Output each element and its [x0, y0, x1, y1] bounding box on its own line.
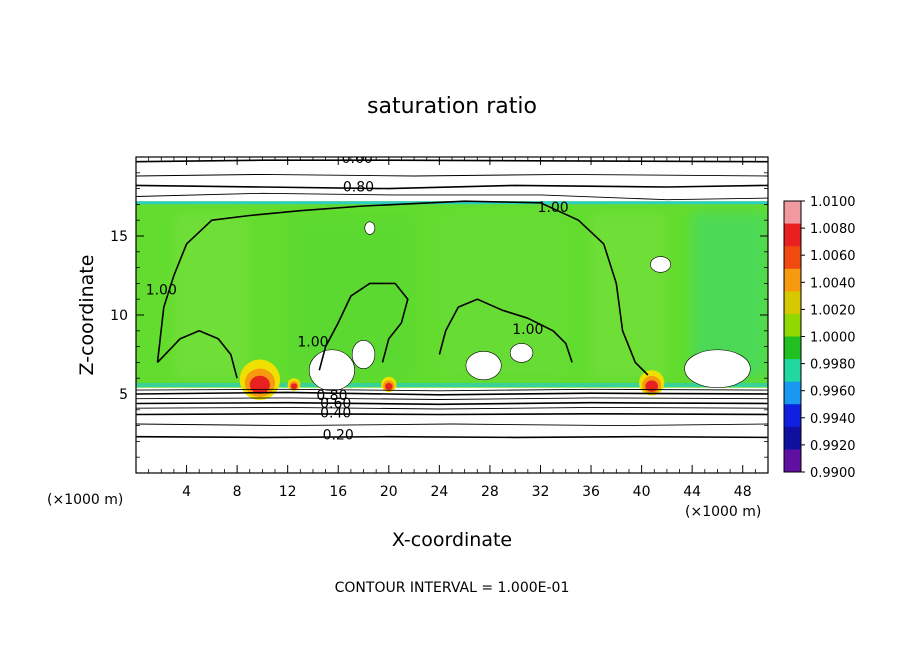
colorbar-label-1: 1.0080: [810, 222, 856, 237]
contour-line-7: [136, 388, 768, 392]
contour-label-5: 1.00: [512, 322, 543, 338]
x-tick-label-5: 24: [430, 484, 448, 500]
colorbar-label-6: 0.9980: [810, 358, 856, 373]
contour-label-0: 0.60: [342, 151, 373, 167]
colorbar-segment-2: [784, 246, 801, 270]
colorbar-segment-11: [784, 449, 801, 473]
field-variation-2: [439, 212, 566, 379]
colorbar-segment-9: [784, 404, 801, 428]
colorbar-segment-6: [784, 336, 801, 360]
colorbar-segment-5: [784, 313, 801, 337]
colorbar-segment-4: [784, 291, 801, 315]
x-tick-label-9: 40: [633, 484, 651, 500]
x-axis-ticks: 4 8 12 16 20 24 28 32 36 40 44 48: [148, 157, 756, 500]
contour-line-6: [136, 391, 768, 396]
contour-label-4: 1.00: [297, 334, 328, 350]
white-patch-0: [308, 349, 355, 392]
hotspot-peak-3: [290, 383, 298, 389]
colorbar-label-4: 1.0020: [810, 303, 856, 318]
colorbar: 1.0100 1.0080 1.0060 1.0040 1.0020 1.0000 0.99…: [783, 195, 856, 481]
contour-line-13: [156, 329, 238, 379]
contour-line-3: [136, 406, 768, 410]
contour-line-4: [136, 401, 768, 406]
x-tick-label-11: 48: [734, 484, 752, 500]
x-tick-label-6: 28: [481, 484, 499, 500]
x-tick-label-7: 32: [532, 484, 550, 500]
saturation-field: [136, 201, 768, 388]
white-patch-4: [684, 349, 751, 388]
colorbar-label-3: 1.0040: [810, 276, 856, 291]
white-patch-3: [509, 343, 534, 363]
white-patch-5: [650, 256, 671, 273]
x-tick-label-2: 12: [279, 484, 297, 500]
plot-area: 0.600.801.001.001.001.000.800.600.400.20: [136, 151, 768, 473]
x-axis-units: (×1000 m): [685, 504, 761, 520]
colorbar-segment-8: [784, 381, 801, 405]
contour-line-8: [136, 192, 768, 201]
contour-line-5: [136, 397, 768, 400]
y-axis-label: Z-coordinate: [76, 255, 98, 376]
colorbar-label-5: 1.0000: [810, 331, 856, 346]
field-top-edge: [136, 201, 768, 205]
white-patch-6: [364, 221, 376, 235]
chart-title: saturation ratio: [367, 94, 537, 119]
white-patch-1: [351, 339, 376, 370]
colorbar-segment-3: [784, 268, 801, 292]
contour-label-2: 1.00: [538, 200, 569, 216]
contour-line-12: [156, 200, 649, 376]
x-tick-label-1: 8: [233, 484, 242, 500]
contour-line-2: [136, 412, 768, 416]
field-variation-3: [591, 212, 667, 379]
colorbar-label-2: 1.0060: [810, 249, 856, 264]
contour-line-9: [136, 184, 768, 190]
colorbar-label-0: 1.0100: [810, 195, 856, 210]
contour-line-1: [136, 423, 768, 427]
contour-label-1: 0.80: [343, 180, 374, 196]
contour-label-8: 0.40: [320, 406, 351, 422]
colorbar-label-9: 0.9920: [810, 439, 856, 454]
x-tick-label-0: 4: [182, 484, 191, 500]
colorbar-label-10: 0.9900: [810, 466, 856, 481]
contour-label-6: 0.80: [316, 388, 347, 404]
y-tick-label-1: 10: [110, 308, 128, 324]
contour-line-10: [136, 173, 768, 177]
x-tick-label-4: 20: [380, 484, 398, 500]
white-patches: [308, 221, 751, 392]
colorbar-segment-1: [784, 223, 801, 247]
contour-line-15: [438, 298, 573, 363]
colorbar-label-7: 0.9960: [810, 385, 856, 400]
colorbar-segment-0: [784, 201, 801, 225]
colorbar-label-8: 0.9940: [810, 412, 856, 427]
field-bottom-edge: [136, 382, 768, 387]
contour-labels: 0.600.801.001.001.001.000.800.600.400.20: [146, 151, 569, 444]
y-tick-label-0: 5: [119, 387, 128, 403]
contour-label-7: 0.60: [320, 396, 351, 412]
field-variation-0: [173, 212, 250, 379]
contour-interval-note: CONTOUR INTERVAL = 1.000E-01: [335, 580, 570, 596]
contour-line-14: [318, 282, 409, 371]
x-tick-label-10: 44: [683, 484, 701, 500]
x-axis-label: X-coordinate: [392, 529, 512, 551]
y-axis-ticks: 5 10 15: [110, 172, 768, 458]
colorbar-segment-10: [784, 426, 801, 450]
y-axis-units: (×1000 m): [47, 492, 123, 508]
field-variation-4: [692, 212, 768, 379]
y-tick-label-2: 15: [110, 229, 128, 245]
contour-label-3: 1.00: [146, 282, 177, 298]
contour-line-0: [136, 435, 768, 439]
x-tick-label-8: 36: [582, 484, 600, 500]
hotspot-peak-0: [249, 375, 270, 394]
hotspot-peak-2: [385, 383, 393, 390]
white-patch-2: [465, 351, 502, 381]
x-tick-label-3: 16: [329, 484, 347, 500]
colorbar-segment-7: [784, 359, 801, 383]
contour-label-9: 0.20: [323, 428, 354, 444]
hotspot-peak-1: [645, 380, 659, 392]
